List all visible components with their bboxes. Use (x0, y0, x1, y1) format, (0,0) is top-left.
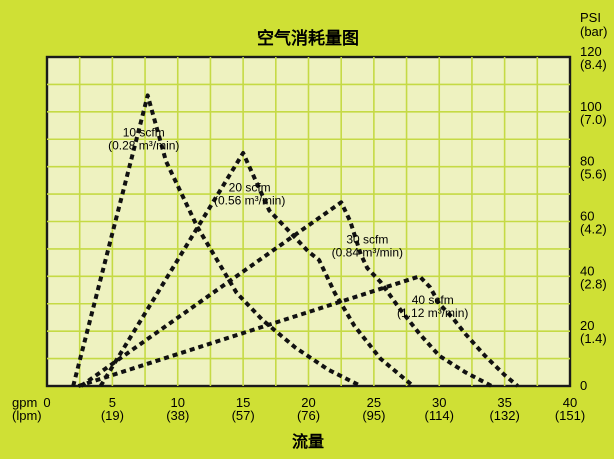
x-tick-label: 25 (367, 395, 381, 410)
y-tick-sublabel: (8.4) (580, 57, 607, 72)
y-tick-label: 120 (580, 44, 602, 59)
y-tick-sublabel: (2.8) (580, 276, 607, 291)
x-tick-sublabel: (38) (166, 408, 189, 423)
x-tick-label: 5 (109, 395, 116, 410)
series-label-4: 40 scfm (412, 293, 454, 307)
y-tick-label: 100 (580, 99, 602, 114)
x-tick-sublabel: (95) (362, 408, 385, 423)
series-line-1-lower (71, 93, 362, 388)
series-line-4-lower (77, 274, 519, 388)
x-tick-label: 20 (301, 395, 315, 410)
x-unit-secondary: (lpm) (12, 408, 42, 423)
y-tick-label: 20 (580, 318, 594, 333)
x-tick-label: 0 (43, 395, 50, 410)
x-tick-sublabel: (19) (101, 408, 124, 423)
x-tick-label: 40 (563, 395, 577, 410)
y-tick-label: 40 (580, 263, 594, 278)
series-line-2-lower (98, 151, 415, 388)
x-tick-label: 30 (432, 395, 446, 410)
x-tick-label: 15 (236, 395, 250, 410)
x-unit-primary: gpm (12, 395, 37, 410)
x-tick-sublabel: (151) (555, 408, 585, 423)
y-tick-label: 80 (580, 154, 594, 169)
series-sublabel-4: (1.12 m³/min) (397, 306, 468, 320)
series-layer (71, 93, 519, 388)
series-line-3-lower (79, 200, 493, 388)
y-tick-sublabel: (7.0) (580, 112, 607, 127)
x-tick-label: 35 (497, 395, 511, 410)
x-axis-title: 流量 (292, 432, 324, 451)
x-tick-sublabel: (114) (425, 408, 454, 423)
y-tick-label: 60 (580, 209, 594, 224)
series-label-1: 10 scfm (123, 126, 165, 140)
x-tick-label: 10 (171, 395, 185, 410)
x-tick-sublabel: (132) (489, 408, 519, 423)
series-label-3: 30 scfm (346, 232, 388, 246)
y-tick-sublabel: (5.6) (580, 167, 607, 182)
y-axis-title: PSI (580, 10, 601, 25)
y-axis-unit: (bar) (580, 24, 607, 39)
label-layer: 0 5(19)10(38)15(57)20(76)25(95)30(114)35(… (43, 44, 606, 423)
series-sublabel-3: (0.84 m³/min) (332, 245, 403, 259)
series-sublabel-1: (0.28 m³/min) (108, 139, 179, 153)
y-tick-sublabel: (4.2) (580, 222, 607, 237)
chart-title: 空气消耗量图 (257, 28, 359, 48)
y-tick-label: 0 (580, 378, 587, 393)
series-sublabel-2: (0.56 m³/min) (214, 193, 285, 207)
series-label-2: 20 scfm (229, 180, 271, 194)
x-tick-sublabel: (76) (297, 408, 320, 423)
x-tick-sublabel: (57) (232, 408, 255, 423)
y-tick-sublabel: (1.4) (580, 331, 607, 346)
